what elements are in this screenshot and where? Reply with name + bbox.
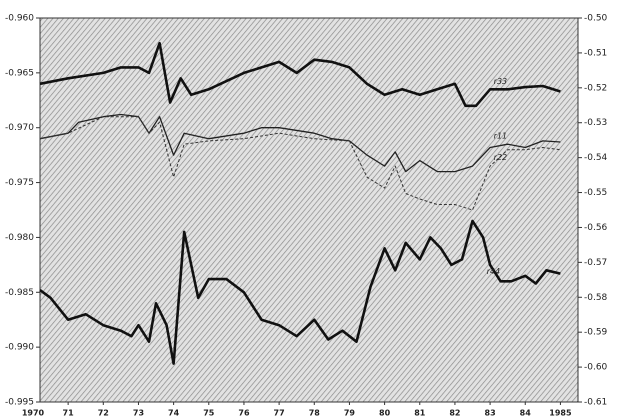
x-tick-label: 76: [238, 409, 250, 418]
y-tick-label: -0.965: [5, 68, 34, 78]
series-label: r33: [494, 77, 507, 86]
y-tick-label: -0.985: [5, 288, 34, 298]
y2-tick-label: -0.52: [584, 83, 607, 93]
x-tick-label: 75: [203, 409, 215, 418]
series-label: r22: [494, 153, 507, 162]
x-tick-label: 1970: [22, 409, 45, 418]
y2-tick-label: -0.57: [584, 258, 607, 268]
y2-tick-label: -0.56: [584, 223, 608, 233]
y-tick-label: -0.980: [5, 233, 34, 243]
y-tick-label: -0.995: [5, 398, 34, 408]
y2-tick-label: -0.61: [584, 398, 607, 408]
y2-tick-label: -0.53: [584, 118, 607, 128]
x-tick-label: 80: [379, 409, 391, 418]
x-tick-label: 83: [485, 409, 496, 418]
y-tick-label: -0.975: [5, 178, 34, 188]
y-tick-label: -0.990: [5, 343, 34, 353]
series-line: [39, 41, 561, 108]
x-tick-label: 79: [344, 409, 356, 418]
y2-tick-label: -0.58: [584, 293, 608, 303]
x-tick-label: 74: [168, 409, 180, 418]
y-tick-label: -0.960: [5, 14, 34, 24]
x-tick-label: 71: [63, 409, 75, 418]
y2-tick-label: -0.59: [584, 328, 608, 338]
y-tick-label: -0.970: [5, 123, 34, 133]
x-tick-label: 1985: [549, 409, 572, 418]
x-tick-label: 73: [133, 409, 144, 418]
y2-tick-label: -0.50: [584, 14, 608, 24]
plot-area: [39, 17, 579, 403]
y2-tick-label: -0.60: [584, 363, 608, 373]
x-tick-label: 78: [309, 409, 321, 418]
x-tick-label: 82: [449, 409, 460, 418]
series-line: [39, 113, 561, 173]
x-tick-label: 84: [520, 409, 532, 418]
x-tick-label: 81: [414, 409, 426, 418]
x-tick-label: 72: [98, 409, 109, 418]
y2-tick-label: -0.55: [584, 188, 607, 198]
y2-tick-label: -0.51: [584, 48, 607, 58]
series-line: [39, 116, 561, 211]
y2-tick-label: -0.54: [584, 153, 608, 163]
series-label: r44: [487, 267, 500, 276]
x-tick-label: 77: [274, 409, 285, 418]
series-line: [39, 219, 561, 365]
series-label: r11: [494, 132, 507, 141]
